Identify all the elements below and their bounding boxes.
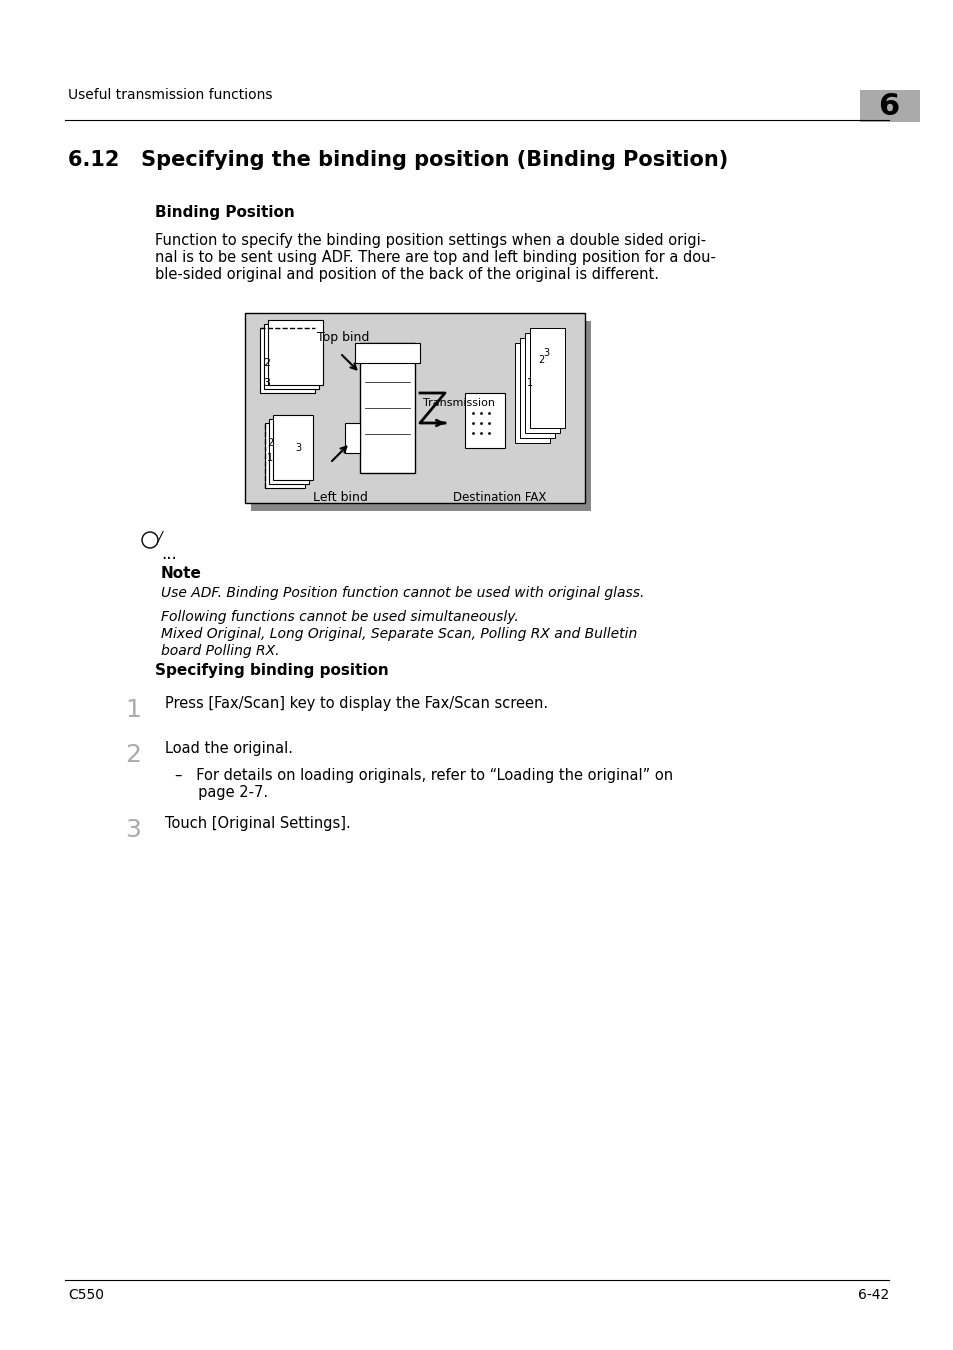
Text: nal is to be sent using ADF. There are top and left binding position for a dou-: nal is to be sent using ADF. There are t… [154, 250, 715, 265]
Text: 2: 2 [263, 358, 270, 369]
Text: Top bind: Top bind [316, 331, 369, 344]
Text: 2: 2 [267, 437, 273, 448]
Text: ...: ... [161, 545, 176, 563]
Bar [345, 423, 359, 454]
Text: Load the original.: Load the original. [165, 741, 293, 756]
Bar [260, 328, 314, 393]
Text: 2: 2 [537, 355, 543, 364]
Text: board Polling RX.: board Polling RX. [161, 644, 279, 657]
Text: ble-sided original and position of the back of the original is different.: ble-sided original and position of the b… [154, 267, 659, 282]
FancyBboxPatch shape [859, 90, 919, 122]
Text: 1: 1 [267, 454, 273, 463]
Text: 6.12   Specifying the binding position (Binding Position): 6.12 Specifying the binding position (Bi… [68, 150, 727, 170]
Text: /: / [157, 531, 161, 544]
Bar [268, 320, 323, 385]
Bar [515, 343, 550, 443]
Bar [245, 313, 584, 504]
Text: page 2-7.: page 2-7. [174, 784, 268, 801]
Bar [264, 324, 318, 389]
Bar [273, 414, 313, 481]
Text: 3: 3 [263, 378, 270, 387]
Text: Note: Note [161, 566, 202, 580]
Bar [530, 328, 564, 428]
Text: 1: 1 [125, 698, 141, 722]
Text: Following functions cannot be used simultaneously.: Following functions cannot be used simul… [161, 610, 518, 624]
Text: 2: 2 [125, 743, 141, 767]
Text: Use ADF. Binding Position function cannot be used with original glass.: Use ADF. Binding Position function canno… [161, 586, 643, 599]
Text: Useful transmission functions: Useful transmission functions [68, 88, 273, 103]
Text: 3: 3 [125, 818, 141, 842]
Bar [251, 321, 590, 512]
Text: Transmission: Transmission [422, 398, 495, 408]
Bar [355, 343, 419, 363]
Bar [269, 418, 309, 485]
Text: Mixed Original, Long Original, Separate Scan, Polling RX and Bulletin: Mixed Original, Long Original, Separate … [161, 626, 637, 641]
Text: 3: 3 [542, 348, 549, 358]
Text: Touch [Original Settings].: Touch [Original Settings]. [165, 815, 351, 832]
Text: 3: 3 [294, 443, 301, 454]
Bar [359, 343, 415, 472]
Text: 1: 1 [526, 378, 533, 387]
Text: Left bind: Left bind [313, 491, 368, 504]
Text: 6: 6 [878, 92, 899, 122]
Bar [265, 423, 305, 487]
Bar [524, 333, 559, 433]
Text: 6-42: 6-42 [857, 1288, 888, 1301]
Text: C550: C550 [68, 1288, 104, 1301]
Text: Press [Fax/Scan] key to display the Fax/Scan screen.: Press [Fax/Scan] key to display the Fax/… [165, 697, 548, 711]
Text: –   For details on loading originals, refer to “Loading the original” on: – For details on loading originals, refe… [174, 768, 673, 783]
Text: Binding Position: Binding Position [154, 205, 294, 220]
Text: Destination FAX: Destination FAX [453, 491, 546, 504]
Bar [464, 393, 504, 448]
Text: Specifying binding position: Specifying binding position [154, 663, 388, 678]
Bar [519, 338, 555, 437]
Text: Function to specify the binding position settings when a double sided origi-: Function to specify the binding position… [154, 234, 705, 248]
